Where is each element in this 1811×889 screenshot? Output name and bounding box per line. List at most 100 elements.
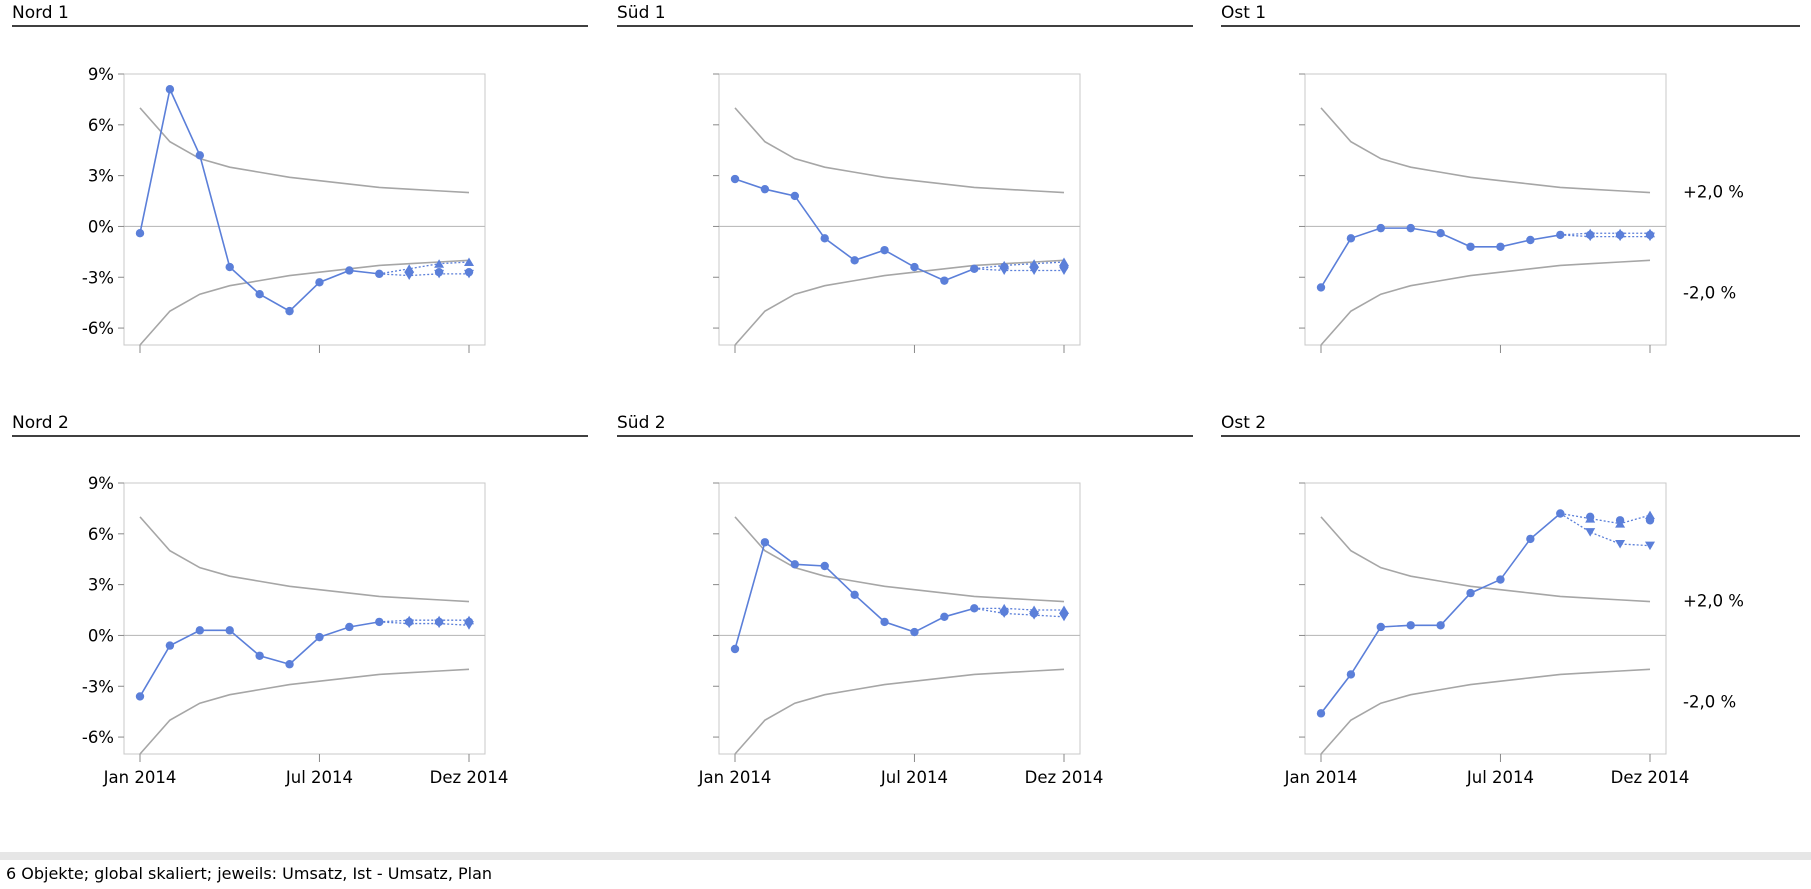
x-tick-label: Dez 2014 [430, 768, 509, 787]
y-tick-label: 0% [88, 626, 114, 645]
upper-reference-curve [734, 107, 1065, 194]
actual-point [1496, 575, 1505, 584]
projection-lower-line [974, 268, 1064, 272]
actual-point [1059, 262, 1069, 272]
upper-reference-curve [1320, 516, 1651, 603]
actual-point [940, 612, 949, 622]
actual-point [195, 626, 205, 635]
actual-point [790, 560, 800, 569]
actual-point [1526, 235, 1535, 245]
actual-point [165, 641, 175, 650]
panel-title: Ost 2 [1221, 413, 1266, 433]
actual-point [760, 184, 770, 194]
actual-point [285, 660, 294, 669]
lower-reference-curve [1320, 668, 1651, 755]
actual-line [734, 178, 975, 282]
actual-point [345, 622, 354, 632]
y-tick-label: 3% [88, 167, 114, 186]
actual-point [999, 607, 1009, 616]
projection-upper-marker [464, 257, 474, 267]
actual-point [730, 174, 740, 184]
projection-upper-line [974, 261, 1065, 270]
plot-frame [1304, 482, 1667, 755]
actual-line [1320, 512, 1561, 714]
panel-title: Süd 1 [617, 3, 666, 23]
upper-reference-curve [139, 107, 470, 194]
plot-frame [123, 73, 486, 346]
projection-upper-line [1560, 232, 1650, 236]
actual-point [375, 617, 384, 627]
actual-point [820, 561, 829, 571]
lower-reference-label: -2,0 % [1683, 283, 1736, 302]
lower-reference-label: -2,0 % [1683, 692, 1736, 711]
actual-point [1645, 230, 1655, 240]
actual-point [1406, 621, 1415, 630]
actual-point [434, 267, 444, 277]
actual-point [135, 229, 145, 238]
actual-point [1496, 242, 1505, 251]
actual-point [345, 266, 354, 275]
actual-point [940, 276, 949, 285]
actual-point [970, 264, 979, 273]
actual-point [1029, 262, 1039, 272]
projection-lower-line [1559, 512, 1651, 547]
projection-upper-line [974, 607, 1064, 611]
footer-divider [0, 852, 1811, 860]
actual-point [970, 604, 979, 613]
actual-point [404, 617, 414, 627]
projection-lower-marker [1645, 541, 1655, 551]
x-tick-label: Jul 2014 [285, 768, 353, 787]
actual-point [1376, 622, 1386, 632]
actual-point [1406, 223, 1415, 233]
x-tick-label: Dez 2014 [1611, 768, 1690, 787]
x-tick-label: Jan 2014 [698, 768, 772, 787]
upper-reference-curve [1320, 107, 1651, 194]
actual-point [434, 617, 444, 627]
actual-point [1466, 242, 1475, 251]
panel-title: Nord 2 [12, 413, 69, 433]
projection-upper-line [379, 619, 469, 623]
actual-point [1029, 609, 1039, 618]
y-tick-label: -6% [82, 728, 114, 747]
actual-point [790, 191, 800, 201]
x-tick-label: Jan 2014 [1284, 768, 1358, 787]
actual-point [375, 269, 384, 279]
panel-sud-1: Süd 1 [617, 3, 1193, 353]
y-tick-label: 9% [88, 474, 114, 493]
actual-point [1615, 230, 1625, 240]
actual-point [225, 262, 234, 272]
x-tick-label: Jul 2014 [880, 768, 948, 787]
plot-frame [1304, 73, 1667, 346]
projection-lower-line [1560, 234, 1650, 238]
lower-reference-curve [734, 668, 1065, 755]
actual-point [1615, 516, 1625, 525]
actual-point [730, 644, 740, 654]
actual-point [910, 627, 919, 637]
projection-lower-line [379, 273, 469, 277]
actual-point [999, 262, 1009, 272]
y-tick-label: 3% [88, 576, 114, 595]
actual-point [1346, 670, 1356, 679]
projection-lower-marker [1615, 539, 1626, 549]
y-tick-label: 6% [88, 116, 114, 135]
plot-frame [718, 73, 1081, 346]
actual-point [255, 289, 264, 299]
actual-point [850, 590, 859, 599]
plot-frame [123, 482, 486, 755]
actual-point [850, 256, 859, 265]
actual-point [1316, 283, 1326, 292]
projection-lower-marker [1585, 528, 1596, 537]
y-tick-label: 6% [88, 525, 114, 544]
actual-point [820, 234, 829, 243]
y-tick-label: -3% [82, 268, 114, 287]
actual-point [1436, 621, 1445, 630]
projection-upper-line [1560, 512, 1651, 525]
upper-reference-curve [139, 516, 470, 603]
actual-point [464, 617, 474, 627]
y-tick-label: -6% [82, 319, 114, 338]
actual-point [760, 538, 770, 547]
y-tick-label: -3% [82, 677, 114, 696]
panel-ost-2: Ost 2 Jan 2014 Jul 2014 Dez 2014 +2,0 % -2,0 … [1221, 413, 1800, 787]
actual-point [880, 245, 889, 255]
lower-reference-curve [139, 259, 470, 346]
